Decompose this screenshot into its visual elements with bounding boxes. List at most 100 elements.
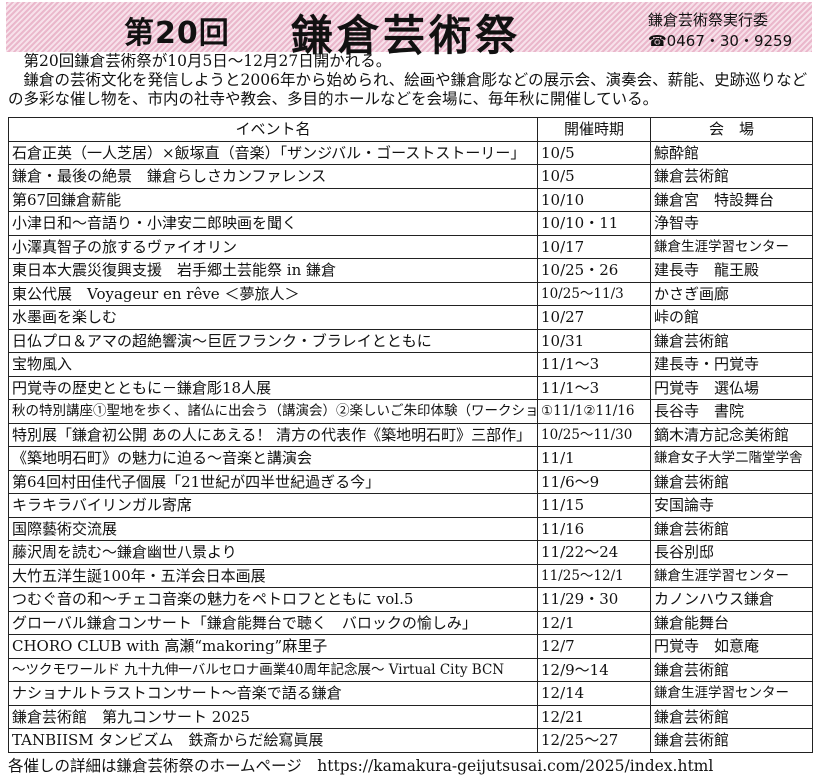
event-venue-cell: 鏑木清方記念美術館 [650, 422, 813, 447]
event-name-cell: ナショナルトラストコンサート～音楽で語る鎌倉 [8, 681, 538, 706]
title-banner: 第20回 鎌倉芸術祭 鎌倉芸術祭実行委 ☎0467・30・9259 [6, 2, 812, 60]
table-row: CHORO CLUB with 高瀬“makoring”麻里子 12/7 円覚寺 如… [8, 634, 813, 659]
footer-text: 各催しの詳細は鎌倉芸術祭のホームページ [8, 757, 302, 775]
event-venue-cell: 鎌倉芸術館 [650, 704, 813, 729]
organizer: 鎌倉芸術祭実行委 [648, 11, 769, 29]
event-name-cell: 日仏プロ＆アマの超絶響演～巨匠フランク・ブラレイとともに [8, 328, 538, 353]
event-date-cell: 12/21 [537, 704, 651, 729]
phone-number: ☎0467・30・9259 [648, 32, 793, 50]
event-venue-cell: 安国論寺 [650, 493, 813, 518]
table-row: 第64回村田佳代子個展「21世紀が四半世紀過ぎる今」 11/6～9 鎌倉芸術館 [8, 469, 813, 494]
table-row: 藤沢周を読む～鎌倉幽世八景より 11/22～24 長谷別邸 [8, 540, 813, 565]
event-date-cell: 12/1 [537, 610, 651, 635]
event-venue-cell: 円覚寺 選仏場 [650, 375, 813, 400]
event-venue-cell: 鎌倉芸術館 [650, 516, 813, 541]
event-date-cell: 12/14 [537, 681, 651, 706]
event-date-cell: 10/25～11/30 [537, 422, 651, 447]
event-date-cell: 12/25～27 [537, 728, 651, 753]
table-header-row: イベント名 開催時期 会 場 [8, 117, 813, 142]
event-date-cell: 11/29・30 [537, 587, 651, 612]
event-name-cell: つむぐ音の和～チェコ音楽の魅力をペトロフとともに vol.5 [8, 587, 538, 612]
table-row: 《築地明石町》の魅力に迫る～音楽と講演会 11/1 鎌倉女子大学二階堂学舎 [8, 446, 813, 471]
event-name-cell: 石倉正英（一人芝居）×飯塚直（音楽）「ザンジバル・ゴーストストーリー」 [8, 140, 538, 165]
event-name-cell: TANBIISM タンビズム 鉄斎からだ絵寫眞展 [8, 728, 538, 753]
event-date-cell: 11/1～3 [537, 352, 651, 377]
event-name-cell: 国際藝術交流展 [8, 516, 538, 541]
event-date-cell: 10/10・11 [537, 211, 651, 236]
event-date-cell: 11/1 [537, 446, 651, 471]
event-venue-cell: 鎌倉芸術館 [650, 728, 813, 753]
page-title: 鎌倉芸術祭 [291, 11, 522, 60]
event-name-cell: 水墨画を楽しむ [8, 305, 538, 330]
website-link[interactable]: https://kamakura-geijutsusai.com/2025/in… [317, 757, 714, 775]
table-row: キラキラバイリンガル寄席 11/15 安国論寺 [8, 493, 813, 518]
intro-line-2: 鎌倉の芸術文化を発信しようと2006年から始められ、絵画や鎌倉彫などの展示会、演… [8, 71, 808, 108]
event-name-cell: 鎌倉・最後の絶景 鎌倉らしさカンファレンス [8, 164, 538, 189]
event-venue-cell: 鎌倉芸術館 [650, 657, 813, 682]
footer-note: 各催しの詳細は鎌倉芸術祭のホームページ https://kamakura-gei… [8, 754, 713, 776]
event-venue-cell: 鎌倉芸術館 [650, 164, 813, 189]
event-venue-cell: 鎌倉女子大学二階堂学舎 [650, 446, 813, 471]
event-venue-cell: 長谷寺 書院 [650, 399, 813, 424]
event-name-cell: キラキラバイリンガル寄席 [8, 493, 538, 518]
event-name-cell: 第64回村田佳代子個展「21世紀が四半世紀過ぎる今」 [8, 469, 538, 494]
event-venue-cell: 鎌倉能舞台 [650, 610, 813, 635]
table-row: 大竹五洋生誕100年・五洋会日本画展 11/25～12/1 鎌倉生涯学習センター [8, 563, 813, 588]
event-date-cell: 11/25～12/1 [537, 563, 651, 588]
event-date-cell: 11/1～3 [537, 375, 651, 400]
table-row: 東公代展 Voyageur en rêve ＜夢旅人＞ 10/25～11/3 かさぎ… [8, 281, 813, 306]
table-row: 小澤真智子の旅するヴァイオリン 10/17 鎌倉生涯学習センター [8, 234, 813, 259]
header-event-name: イベント名 [8, 117, 538, 142]
event-date-cell: 10/27 [537, 305, 651, 330]
event-venue-cell: 鎌倉生涯学習センター [650, 563, 813, 588]
event-name-cell: 特別展「鎌倉初公開 あの人にあえる！ 清方の代表作《築地明石町》三部作」 [8, 422, 538, 447]
event-date-cell: 12/7 [537, 634, 651, 659]
event-name-cell: 秋の特別講座①聖地を歩く、諸仏に出会う（講演会）②楽しいご朱印体験（ワークショッ… [8, 399, 538, 424]
event-name-cell: 小澤真智子の旅するヴァイオリン [8, 234, 538, 259]
event-venue-cell: 長谷別邸 [650, 540, 813, 565]
event-venue-cell: 建長寺 龍王殿 [650, 258, 813, 283]
event-date-cell: 11/22～24 [537, 540, 651, 565]
events-table: イベント名 開催時期 会 場 石倉正英（一人芝居）×飯塚直（音楽）「ザンジバル・… [8, 117, 813, 753]
event-date-cell: 10/5 [537, 140, 651, 165]
event-name-cell: 鎌倉芸術館 第九コンサート 2025 [8, 704, 538, 729]
table-row: 水墨画を楽しむ 10/27 峠の館 [8, 305, 813, 330]
event-date-cell: ①11/1②11/16 [537, 399, 651, 424]
event-venue-cell: 鎌倉芸術館 [650, 328, 813, 353]
edition-number: 第20回 [124, 16, 230, 51]
event-venue-cell: 鎌倉宮 特設舞台 [650, 187, 813, 212]
table-row: ナショナルトラストコンサート～音楽で語る鎌倉 12/14 鎌倉生涯学習センター [8, 681, 813, 706]
event-date-cell: 10/25・26 [537, 258, 651, 283]
event-name-cell: 東日本大震災復興支援 岩手郷土芸能祭 in 鎌倉 [8, 258, 538, 283]
table-row: グローバル鎌倉コンサート「鎌倉能舞台で聴く バロックの愉しみ」 12/1 鎌倉能舞台 [8, 610, 813, 635]
table-row: 石倉正英（一人芝居）×飯塚直（音楽）「ザンジバル・ゴーストストーリー」 10/5 鯨… [8, 140, 813, 165]
event-name-cell: 《築地明石町》の魅力に迫る～音楽と講演会 [8, 446, 538, 471]
event-venue-cell: 鎌倉芸術館 [650, 469, 813, 494]
event-date-cell: 11/6～9 [537, 469, 651, 494]
event-venue-cell: カノンハウス鎌倉 [650, 587, 813, 612]
event-venue-cell: 峠の館 [650, 305, 813, 330]
table-row: 特別展「鎌倉初公開 あの人にあえる！ 清方の代表作《築地明石町》三部作」 10/2… [8, 422, 813, 447]
table-row: TANBIISM タンビズム 鉄斎からだ絵寫眞展 12/25～27 鎌倉芸術館 [8, 728, 813, 753]
event-venue-cell: 建長寺・円覚寺 [650, 352, 813, 377]
table-row: ～ツクモワールド 九十九伸一バルセロナ画業40周年記念展～ Virtual Ci… [8, 657, 813, 682]
event-name-cell: 藤沢周を読む～鎌倉幽世八景より [8, 540, 538, 565]
event-date-cell: 11/16 [537, 516, 651, 541]
event-date-cell: 10/31 [537, 328, 651, 353]
event-date-cell: 11/15 [537, 493, 651, 518]
event-date-cell: 12/9～14 [537, 657, 651, 682]
table-row: 東日本大震災復興支援 岩手郷土芸能祭 in 鎌倉 10/25・26 建長寺 龍王殿 [8, 258, 813, 283]
intro-text: 第20回鎌倉芸術祭が10月5日～12月27日開かれる。 鎌倉の芸術文化を発信しよ… [8, 52, 814, 109]
event-name-cell: 宝物風入 [8, 352, 538, 377]
intro-line-1: 第20回鎌倉芸術祭が10月5日～12月27日開かれる。 [23, 52, 392, 70]
header-date: 開催時期 [537, 117, 651, 142]
event-venue-cell: 鎌倉生涯学習センター [650, 681, 813, 706]
event-name-cell: ～ツクモワールド 九十九伸一バルセロナ画業40周年記念展～ Virtual Ci… [8, 657, 538, 682]
event-date-cell: 10/10 [537, 187, 651, 212]
table-row: 日仏プロ＆アマの超絶響演～巨匠フランク・ブラレイとともに 10/31 鎌倉芸術館 [8, 328, 813, 353]
event-name-cell: 第67回鎌倉薪能 [8, 187, 538, 212]
event-name-cell: 小津日和～音語り・小津安二郎映画を聞く [8, 211, 538, 236]
event-venue-cell: 浄智寺 [650, 211, 813, 236]
event-venue-cell: 円覚寺 如意庵 [650, 634, 813, 659]
table-row: 小津日和～音語り・小津安二郎映画を聞く 10/10・11 浄智寺 [8, 211, 813, 236]
